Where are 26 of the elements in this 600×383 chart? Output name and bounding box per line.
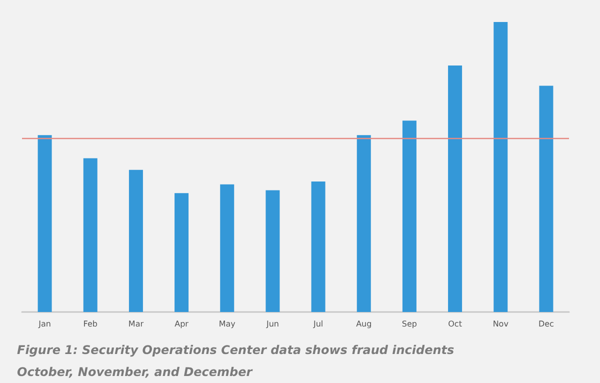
bar <box>128 170 143 312</box>
x-tick-label: Aug <box>356 320 372 328</box>
x-tick-label: Mar <box>128 320 144 328</box>
bar <box>448 66 462 312</box>
bar <box>356 135 371 312</box>
x-tick-label: Jun <box>265 320 279 328</box>
x-tick-label: Dec <box>538 320 554 328</box>
x-tick-label: May <box>218 320 236 328</box>
bar <box>174 193 189 312</box>
bar <box>220 184 234 312</box>
x-tick-label: Sep <box>402 320 417 328</box>
x-tick-label: Oct <box>448 320 462 328</box>
bar <box>494 22 508 312</box>
x-tick-label: Nov <box>492 320 509 328</box>
x-tick-label: Feb <box>83 320 98 328</box>
bar <box>83 158 98 312</box>
x-tick-label: Apr <box>174 320 190 328</box>
x-tick-label: Jan <box>38 320 51 328</box>
bar <box>266 190 280 312</box>
bar <box>539 86 554 312</box>
bar <box>38 135 52 312</box>
bar <box>402 120 416 312</box>
bar <box>311 182 326 312</box>
x-tick-label: Jul <box>312 320 324 328</box>
text: October, November, and December <box>17 365 254 379</box>
caption: Figure 1: Security Operations Center data shows fraud incidents <box>17 343 454 357</box>
